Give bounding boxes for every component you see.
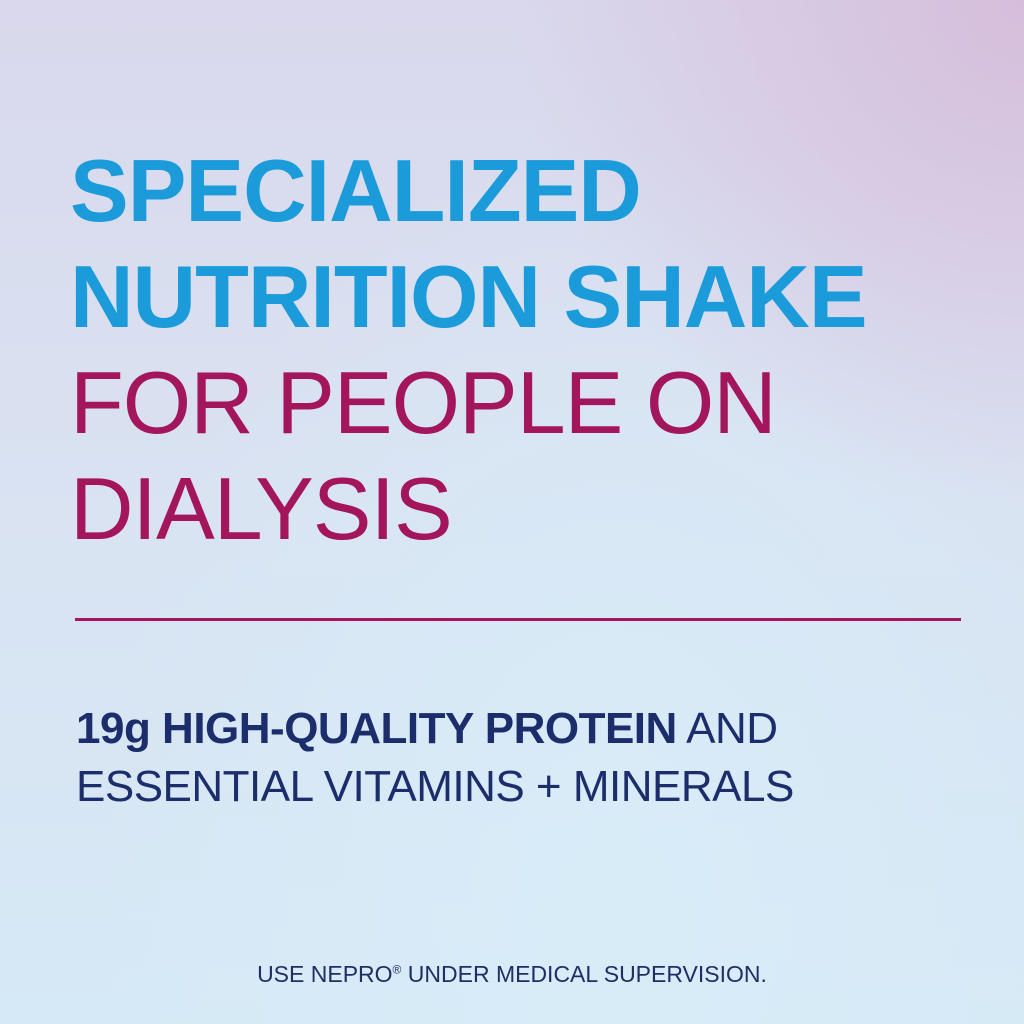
headline-line-2: NUTRITION SHAKE [70,247,868,346]
footer-disclaimer: USE NEPRO® UNDER MEDICAL SUPERVISION. [0,961,1024,988]
headline: SPECIALIZED NUTRITION SHAKE FOR PEOPLE O… [70,138,868,562]
protein-claim: 19g HIGH-QUALITY PROTEIN [76,704,677,753]
footer-text-start: USE NEPRO [257,961,393,987]
headline-line-1: SPECIALIZED [70,141,642,240]
registered-mark: ® [392,962,402,977]
headline-line-4: DIALYSIS [70,459,453,558]
footer-text-end: UNDER MEDICAL SUPERVISION. [401,961,767,987]
divider [75,618,961,621]
subheadline: 19g HIGH-QUALITY PROTEIN AND ESSENTIAL V… [76,700,794,816]
headline-line-3: FOR PEOPLE ON [70,353,777,452]
vitamins-claim: ESSENTIAL VITAMINS + MINERALS [76,762,794,811]
subheadline-and: AND [676,704,778,753]
